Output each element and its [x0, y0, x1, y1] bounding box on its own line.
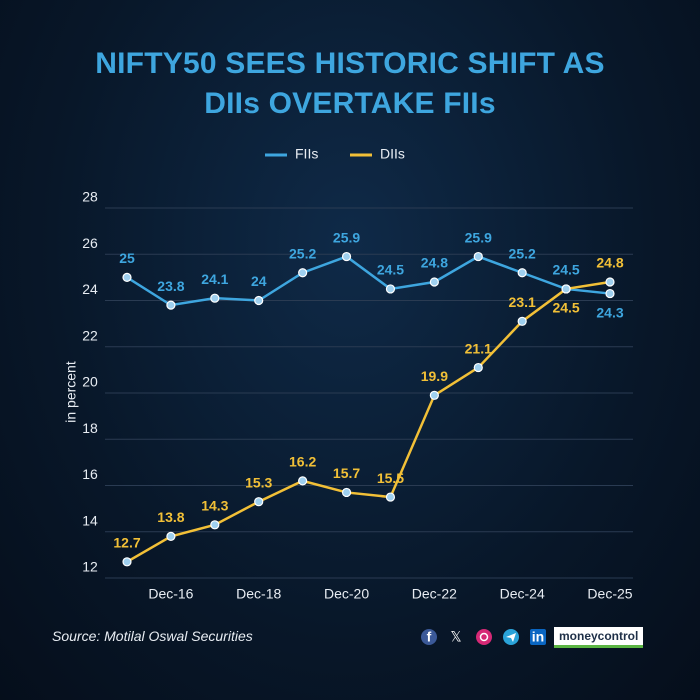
y-tick-label: 20	[82, 374, 98, 390]
svg-text:f: f	[427, 629, 432, 645]
data-point	[561, 284, 571, 294]
data-label: 21.1	[465, 340, 492, 356]
y-tick-label: 26	[82, 235, 98, 251]
data-point	[341, 251, 352, 262]
brand-logo: moneycontrol	[554, 627, 644, 648]
y-tick-label: 14	[82, 512, 98, 528]
data-point	[210, 293, 220, 303]
y-tick-label: 18	[82, 420, 98, 436]
data-point	[298, 476, 308, 486]
data-point	[473, 251, 483, 262]
data-point	[517, 316, 527, 326]
legend-label: DIIs	[380, 146, 405, 162]
data-label: 16.2	[289, 454, 316, 470]
data-label: 24	[251, 273, 267, 289]
source-note: Source: Motilal Oswal Securities	[52, 628, 253, 644]
data-point	[341, 487, 352, 498]
data-label: 25	[119, 250, 135, 266]
chart-title: NIFTY50 SEES HISTORIC SHIFT AS DIIs OVER…	[95, 47, 605, 120]
data-point	[605, 288, 615, 299]
data-point	[385, 284, 396, 294]
svg-text:in: in	[532, 629, 544, 645]
data-point	[122, 272, 132, 282]
x-tick-label: Dec-25	[587, 586, 632, 602]
data-label: 24.5	[377, 262, 404, 278]
data-label: 13.8	[157, 509, 184, 525]
data-point	[210, 520, 220, 530]
data-point	[166, 531, 176, 541]
data-point	[429, 277, 439, 287]
data-label: 15.7	[333, 465, 360, 481]
data-label: 24.5	[552, 300, 579, 316]
data-point	[254, 497, 264, 507]
y-tick-label: 28	[82, 189, 98, 205]
data-label: 23.8	[157, 278, 184, 294]
y-tick-label: 22	[82, 327, 98, 343]
legend-label: FIIs	[295, 146, 318, 162]
x-tick-label: Dec-22	[412, 586, 457, 602]
data-point	[473, 362, 483, 373]
series-line	[126, 280, 611, 563]
data-point	[429, 390, 439, 400]
series-line	[126, 255, 611, 307]
y-tick-label: 16	[82, 466, 98, 482]
data-label: 24.1	[201, 271, 228, 287]
svg-text:𝕏: 𝕏	[450, 629, 461, 645]
x-tick-label: Dec-18	[236, 586, 281, 602]
data-point	[298, 268, 308, 278]
y-tick-label: 12	[82, 559, 98, 575]
x-tick-label: Dec-24	[500, 586, 545, 602]
data-label: 25.2	[289, 245, 316, 261]
data-point	[605, 277, 615, 287]
data-point	[254, 295, 264, 306]
data-point	[385, 492, 396, 502]
x-tick-label: Dec-20	[324, 586, 369, 602]
data-point	[122, 557, 132, 567]
data-label: 25.2	[509, 245, 536, 261]
data-label: 24.5	[552, 262, 579, 278]
x-tick-label: Dec-16	[148, 586, 193, 602]
data-label: 23.1	[509, 294, 536, 310]
data-label: 24.3	[596, 304, 623, 320]
data-label: 24.8	[421, 255, 448, 271]
data-label: 25.9	[333, 229, 360, 245]
data-point	[517, 268, 527, 278]
data-point	[166, 300, 176, 310]
data-label: 25.9	[465, 229, 492, 245]
social-icons: f 𝕏 in	[421, 629, 546, 645]
data-label: 12.7	[113, 535, 140, 551]
data-label: 15.3	[245, 474, 272, 490]
data-label: 24.8	[596, 255, 623, 271]
data-label: 14.3	[201, 498, 228, 514]
data-label: 19.9	[421, 368, 448, 384]
y-axis-label: in percent	[63, 361, 79, 423]
y-tick-label: 24	[82, 281, 98, 297]
data-label: 15.5	[377, 470, 404, 486]
